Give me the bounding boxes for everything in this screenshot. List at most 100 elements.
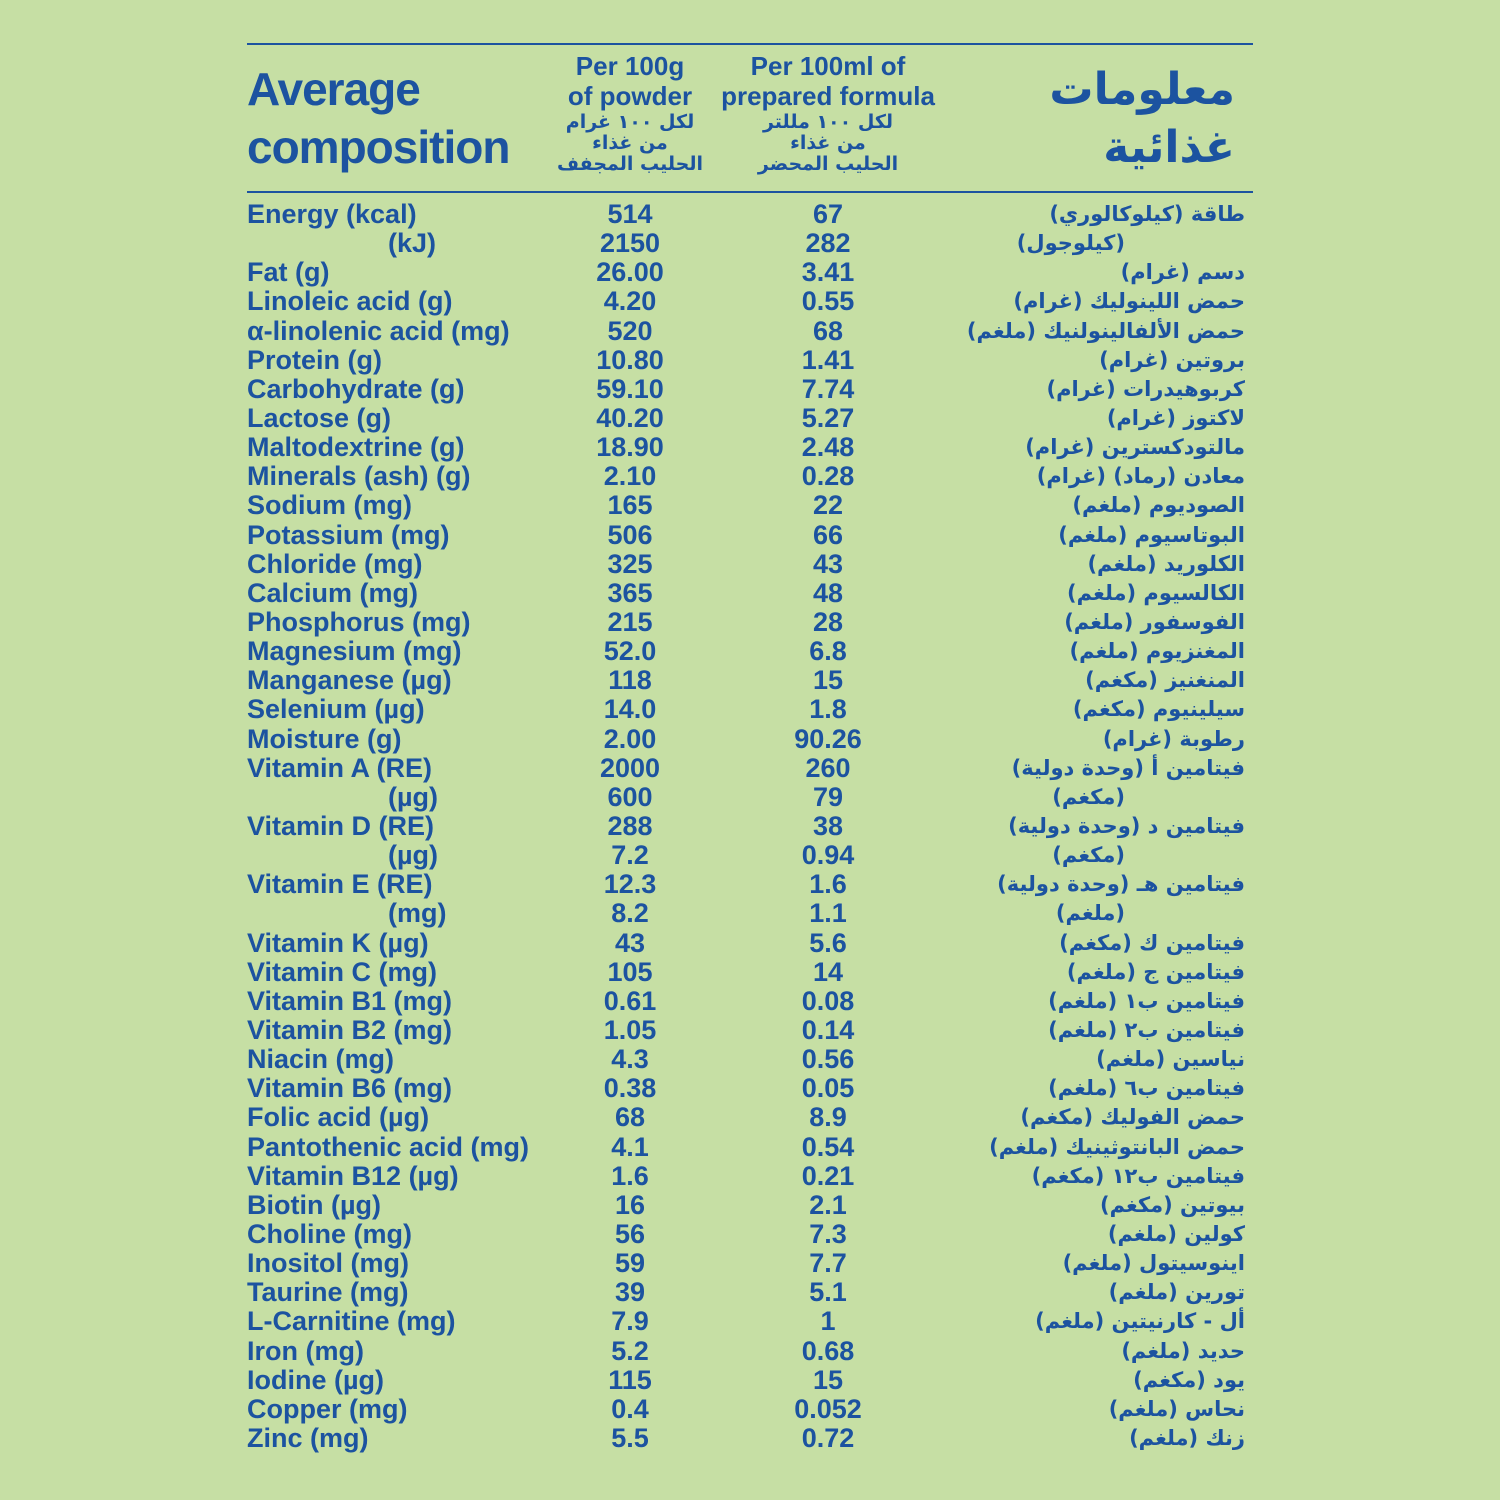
nutrient-label: Taurine (mg)	[247, 1277, 409, 1308]
nutrient-label: Calcium (mg)	[247, 577, 419, 608]
nutrient-label: Pantothenic acid (mg)	[247, 1131, 530, 1162]
nutrient-label-ar: فيتامين ج (ملغم)	[1066, 959, 1245, 984]
nutrient-label-ar: (مكغم)	[1052, 784, 1125, 809]
nutrient-label-ar: لاكتوز (غرام)	[1106, 406, 1245, 430]
value-per-100ml: 6.8	[809, 636, 847, 667]
value-per-100ml: 1.41	[801, 344, 855, 375]
top-rule	[247, 43, 1253, 45]
value-per-100g: 12.3	[603, 869, 657, 900]
value-per-100ml: 22	[812, 490, 844, 521]
nutrient-label: Vitamin K (µg)	[247, 927, 429, 958]
value-per-100g: 7.2	[611, 840, 649, 871]
value-per-100ml: 66	[812, 519, 844, 550]
title-line: composition	[247, 121, 510, 173]
nutrient-label-ar: فيتامين ب١٢ (مكغم)	[1031, 1163, 1245, 1188]
nutrient-label: Phosphorus (mg)	[247, 607, 471, 637]
nutrient-label-ar: تورين (ملغم)	[1108, 1280, 1245, 1305]
nutrient-label: Moisture (g)	[247, 723, 402, 754]
value-per-100ml: 7.7	[809, 1248, 847, 1279]
value-per-100ml: 48	[812, 577, 844, 608]
nutrient-label: Potassium (mg)	[247, 519, 450, 550]
value-per-100g: 14.0	[603, 694, 657, 725]
title-line: Average	[247, 63, 421, 115]
nutrient-label-ar: الكلوريد (ملغم)	[1087, 551, 1245, 576]
nutrient-label-ar: الكالسيوم (ملغم)	[1067, 580, 1245, 605]
value-per-100g: 52.0	[603, 636, 657, 667]
value-per-100g: 68	[614, 1102, 646, 1133]
value-per-100g: 59	[614, 1248, 646, 1279]
header-rule	[247, 191, 1253, 193]
nutrient-label-ar: فيتامين هـ (وحدة دولية)	[997, 872, 1245, 897]
nutrient-label: Vitamin B12 (µg)	[247, 1160, 459, 1191]
value-per-100g: 105	[607, 956, 653, 987]
nutrient-label-ar: (مكغم)	[1052, 843, 1125, 868]
nutrient-label-ar: بروتين (غرام)	[1099, 347, 1245, 372]
value-per-100ml: 0.94	[801, 840, 855, 871]
nutrient-label: Chloride (mg)	[247, 548, 423, 579]
value-per-100ml: 7.74	[801, 373, 855, 404]
value-per-100g: 115	[608, 1364, 652, 1395]
value-per-100ml: 1.8	[809, 694, 847, 725]
title-ar-line: غذائية	[1103, 122, 1235, 173]
value-per-100ml: 0.68	[801, 1335, 855, 1366]
nutrient-label-ar: زنك (ملغم)	[1129, 1426, 1245, 1450]
nutrient-label: Choline (mg)	[247, 1219, 412, 1249]
nutrient-label: (kJ)	[388, 228, 437, 259]
nutrient-label-ar: فيتامين د (وحدة دولية)	[1008, 814, 1245, 838]
value-per-100g: 8.2	[611, 898, 649, 929]
nutrient-label-ar: فيتامين ك (مكغم)	[1059, 930, 1245, 955]
nutrient-label-ar: فيتامين ب١ (ملغم)	[1048, 988, 1245, 1013]
value-per-100ml: 1	[820, 1306, 836, 1337]
value-per-100g: 2000	[599, 752, 661, 783]
nutrient-label-ar: (ملغم)	[1055, 901, 1125, 926]
value-per-100ml: 67	[812, 199, 844, 229]
value-per-100g: 365	[607, 577, 653, 608]
value-per-100ml: 0.05	[801, 1073, 855, 1104]
value-per-100g: 514	[607, 199, 653, 229]
value-per-100g: 18.90	[596, 432, 664, 463]
nutrient-label: Vitamin D (RE)	[247, 811, 435, 841]
nutrient-label-ar: المنغنيز (مكغم)	[1085, 668, 1245, 693]
nutrient-label-ar: نياسين (ملغم)	[1096, 1047, 1245, 1072]
value-per-100ml: 3.41	[801, 257, 855, 288]
value-per-100ml: 1.1	[809, 898, 847, 929]
nutrient-label-ar: حمض البانتوثينيك (ملغم)	[989, 1134, 1245, 1159]
nutrient-label: Vitamin C (mg)	[247, 956, 438, 987]
value-per-100g: 59.10	[596, 373, 664, 404]
nutrient-label-ar: الصوديوم (ملغم)	[1072, 493, 1245, 518]
nutrient-label-ar: مالتودكسترين (غرام)	[1025, 435, 1245, 460]
value-per-100g: 0.61	[603, 985, 657, 1016]
nutrient-label-ar: نحاس (ملغم)	[1108, 1396, 1245, 1421]
column-heading: Per 100ml of	[750, 51, 906, 81]
nutrient-label: Iodine (µg)	[247, 1364, 385, 1395]
value-per-100ml: 8.9	[809, 1102, 847, 1133]
nutrient-label: Fat (g)	[247, 257, 330, 288]
nutrient-label: Minerals (ash) (g)	[247, 461, 471, 492]
value-per-100ml: 2.48	[801, 432, 855, 463]
title-ar-line: معلومات	[1049, 64, 1235, 115]
value-per-100g: 39	[614, 1277, 646, 1308]
nutrient-label-ar: حمض اللينوليك (غرام)	[1013, 289, 1245, 314]
value-per-100ml: 5.1	[809, 1277, 847, 1308]
nutrient-label-ar: البوتاسيوم (ملغم)	[1058, 522, 1245, 547]
value-per-100g: 506	[607, 519, 653, 550]
value-per-100g: 288	[607, 811, 653, 841]
nutrient-label-ar: فيتامين ب٦ (ملغم)	[1048, 1076, 1245, 1101]
nutrient-label-ar: فيتامين ب٢ (ملغم)	[1048, 1018, 1245, 1042]
nutrient-label-ar: حديد (ملغم)	[1121, 1338, 1245, 1363]
value-per-100ml: 15	[812, 665, 844, 696]
column-heading-ar: من غذاء	[790, 132, 866, 154]
value-per-100ml: 0.052	[794, 1393, 862, 1424]
nutrient-label-ar: كربوهيدرات (غرام)	[1046, 376, 1246, 401]
value-per-100ml: 5.27	[801, 403, 855, 433]
value-per-100g: 1.6	[611, 1160, 649, 1191]
column-heading-ar: من غذاء	[592, 132, 668, 154]
nutrient-label: (µg)	[388, 840, 439, 871]
column-heading-ar: الحليب المحضر	[757, 153, 899, 175]
value-per-100ml: 7.3	[809, 1219, 847, 1249]
value-per-100ml: 1.6	[809, 869, 847, 900]
value-per-100ml: 90.26	[794, 723, 862, 754]
nutrient-label-ar: حمض الفوليك (مكغم)	[1020, 1105, 1245, 1130]
nutrient-label: Manganese (µg)	[247, 665, 452, 696]
